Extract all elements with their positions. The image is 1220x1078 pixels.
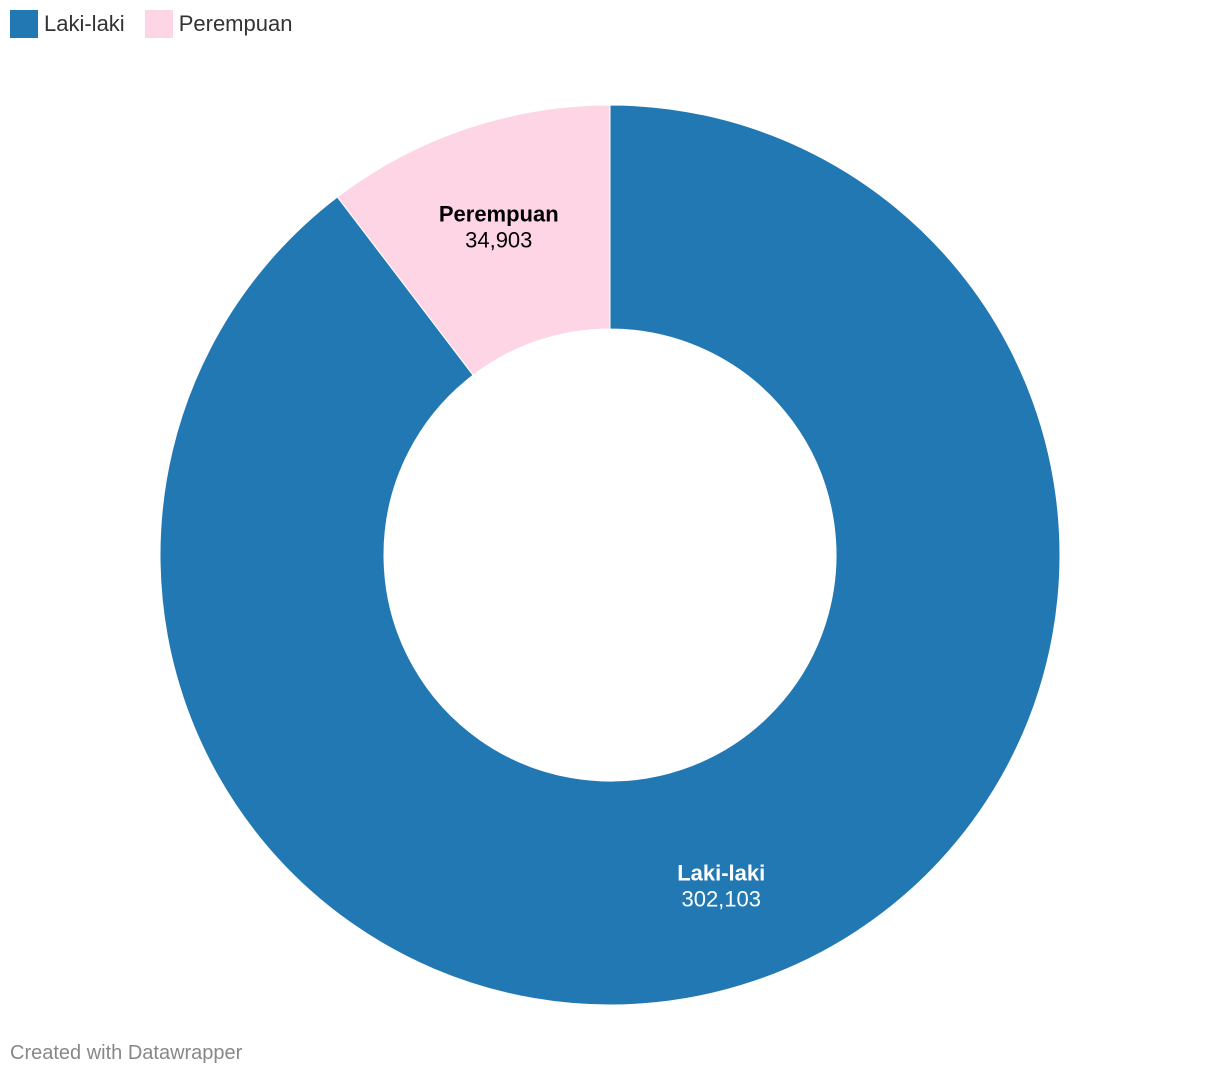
slice-laki-laki (159, 104, 1061, 1006)
legend-swatch-laki-laki (10, 10, 38, 38)
legend-item-laki-laki: Laki-laki (10, 10, 125, 38)
legend-label-laki-laki: Laki-laki (44, 11, 125, 36)
legend-label-perempuan: Perempuan (178, 11, 293, 36)
footer-credit: Created with Datawrapper (10, 1042, 243, 1064)
legend-swatch-perempuan (144, 10, 173, 38)
legend-item-perempuan: Perempuan (144, 10, 293, 38)
slice-label-laki-laki: Laki-laki (677, 861, 765, 886)
slice-value-perempuan: 34,903 (465, 227, 532, 252)
slice-value-laki-laki: 302,103 (681, 887, 761, 912)
slice-perempuan (336, 104, 611, 376)
chart-legend: Laki-laki Perempuan (10, 10, 292, 38)
slice-label-perempuan: Perempuan (439, 201, 559, 226)
